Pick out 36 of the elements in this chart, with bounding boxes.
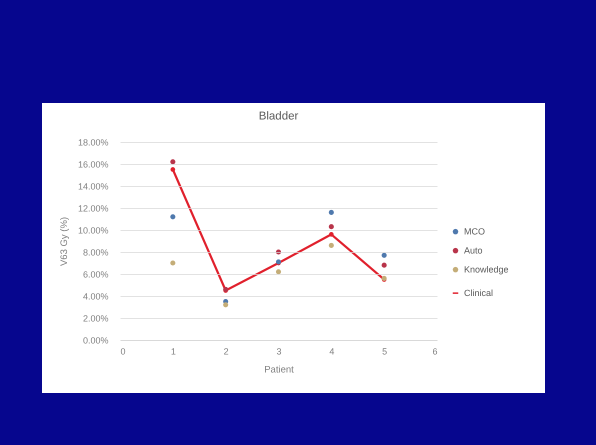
legend-label: MCO xyxy=(464,226,485,237)
chart-title: Bladder xyxy=(258,110,298,122)
point xyxy=(328,242,334,248)
x-tick-label: 4 xyxy=(329,346,334,356)
y-tick-label: 12.00% xyxy=(78,204,108,214)
point xyxy=(170,167,176,172)
x-axis-title: Patient xyxy=(264,364,294,376)
point xyxy=(382,252,387,258)
y-tick-label: 4.00% xyxy=(82,292,108,302)
legend-label: Clinical xyxy=(464,288,494,298)
point xyxy=(328,232,334,237)
y-tick-label: 14.00% xyxy=(78,182,108,192)
point xyxy=(223,302,228,308)
point xyxy=(170,260,176,266)
x-tick-label: 1 xyxy=(170,346,176,356)
y-axis-title: V63 Gy (%) xyxy=(58,216,70,266)
y-tick-label: 0.00% xyxy=(82,336,108,346)
point xyxy=(170,214,176,220)
y-tick-label: 6.00% xyxy=(82,270,108,280)
point xyxy=(276,269,282,274)
point xyxy=(170,159,176,164)
x-tick-label: 5 xyxy=(382,346,388,356)
y-tick-label: 18.00% xyxy=(78,138,108,148)
y-tick-label: 16.00% xyxy=(78,160,108,170)
x-tick-label: 2 xyxy=(224,346,229,356)
x-tick-label: 0 xyxy=(120,346,126,356)
y-tick-label: 10.00% xyxy=(78,226,108,236)
y-tick-label: 8.00% xyxy=(82,248,108,258)
point xyxy=(328,210,334,215)
x-tick-label: 3 xyxy=(276,346,282,356)
legend-label: Knowledge xyxy=(464,264,509,275)
point xyxy=(328,224,334,230)
point xyxy=(382,262,387,268)
x-tick-label: 6 xyxy=(432,346,438,356)
legend-label: Auto xyxy=(464,246,483,256)
y-tick-label: 2.00% xyxy=(82,314,108,324)
